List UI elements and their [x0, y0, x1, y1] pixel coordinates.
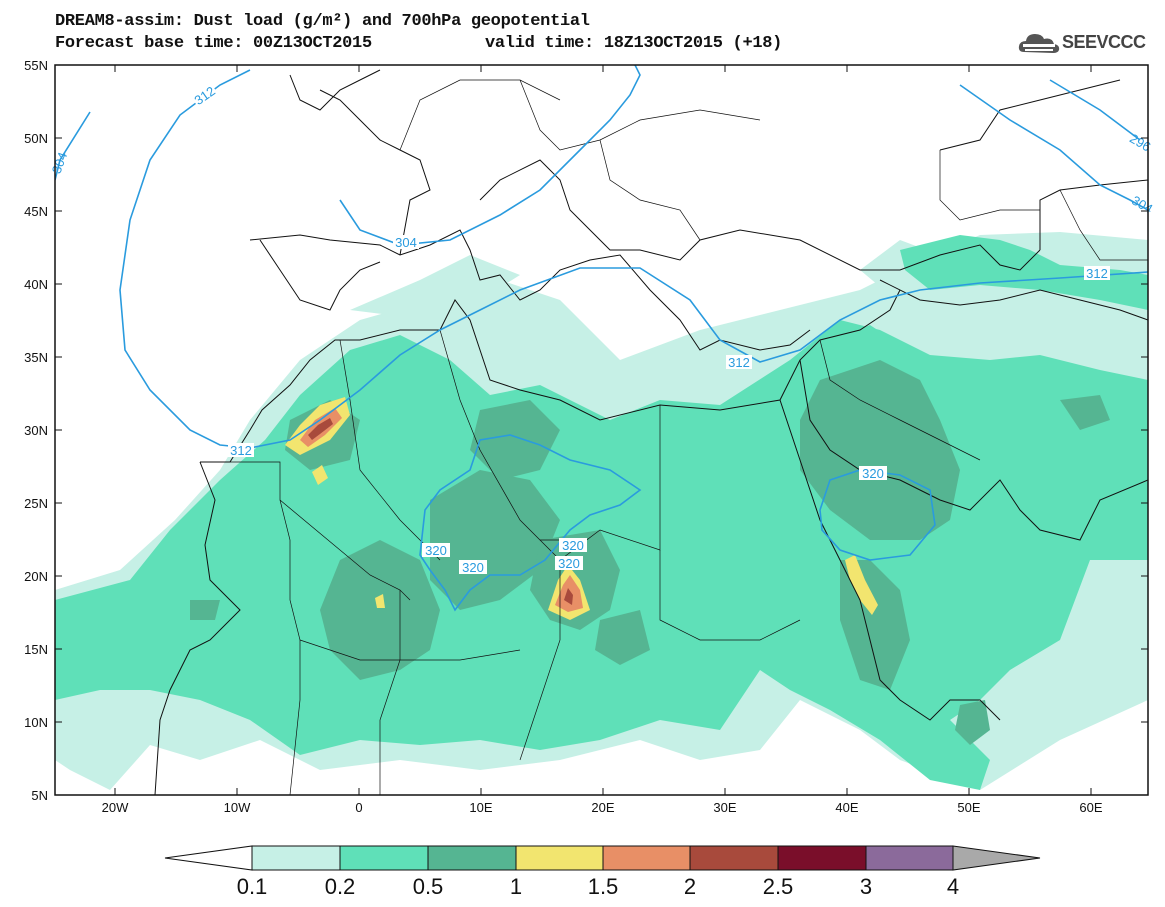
colorbar-bin: [602, 845, 691, 871]
lon-label: 40E: [835, 800, 858, 815]
contour-label: 312: [728, 355, 750, 370]
colorbar-label: 4: [947, 874, 959, 899]
contour-296-east: [1049, 79, 1141, 141]
colorbar-arrow-low: [164, 845, 253, 871]
lon-label: 10E: [469, 800, 492, 815]
seevccc-logo: SEEVCCC: [1018, 28, 1158, 58]
contour-label: 304: [1129, 193, 1155, 217]
lat-label: 30N: [24, 423, 48, 438]
coastlines: [154, 69, 1148, 795]
logo-text: SEEVCCC: [1062, 32, 1146, 52]
colorbar-label: 0.2: [325, 874, 356, 899]
contour-304-east: [959, 84, 1148, 211]
colorbar-bin: [339, 845, 429, 871]
geopotential-contours: [55, 65, 1148, 612]
lon-label: 60E: [1079, 800, 1102, 815]
map-title: DREAM8-assim: Dust load (g/m²) and 700hP…: [55, 12, 590, 31]
colorbar-bin: [689, 845, 779, 871]
contour-304-europe: [339, 65, 641, 246]
lon-label: 0: [355, 800, 362, 815]
contour-label: 304: [49, 150, 71, 176]
lon-label: 20W: [102, 800, 129, 815]
forecast-base-time: Forecast base time: 00Z13OCT2015: [55, 34, 372, 53]
lon-label: 20E: [591, 800, 614, 815]
lat-label: 15N: [24, 642, 48, 657]
lon-label: 30E: [713, 800, 736, 815]
axis-ticks: [55, 64, 1148, 796]
contour-label: 312: [230, 443, 252, 458]
lat-label: 10N: [24, 715, 48, 730]
contour-label: 320: [862, 466, 884, 481]
lat-label: 55N: [24, 58, 48, 73]
lat-label: 40N: [24, 277, 48, 292]
colorbar-label: 1: [510, 874, 522, 899]
contour-label: 304: [395, 235, 417, 250]
colorbar-bin: [251, 845, 341, 871]
contour-312-main: [119, 69, 1148, 449]
cloud-icon: [1018, 34, 1060, 53]
contour-labels: 312 304 312 312 312 320 320 320 320 320 …: [49, 82, 1155, 575]
lat-label: 50N: [24, 131, 48, 146]
colorbar-bin: [777, 845, 867, 871]
contour-label: 320: [558, 556, 580, 571]
colorbar-bin: [515, 845, 604, 871]
contour-label: 312: [1086, 266, 1108, 281]
colorbar-arrow-high: [952, 845, 1041, 871]
contour-label: 320: [562, 538, 584, 553]
longitude-labels: 20W 10W 0 10E 20E 30E 40E 50E 60E: [102, 800, 1103, 815]
colorbar-label: 1.5: [588, 874, 619, 899]
lat-label: 20N: [24, 569, 48, 584]
colorbar: 0.1 0.2 0.5 1 1.5 2 2.5 3 4: [164, 845, 1041, 899]
lat-label: 35N: [24, 350, 48, 365]
colorbar-label: 2: [684, 874, 696, 899]
lat-label: 5N: [31, 788, 48, 803]
lat-label: 25N: [24, 496, 48, 511]
colorbar-label: 2.5: [763, 874, 794, 899]
colorbar-label: 3: [860, 874, 872, 899]
latitude-labels: 55N 50N 45N 40N 35N 30N 25N 20N 15N 10N …: [24, 58, 48, 803]
contour-320-arabia: [819, 469, 936, 561]
contour-304-west: [55, 111, 91, 181]
lon-label: 50E: [957, 800, 980, 815]
dust-level-2: [308, 418, 573, 605]
contour-320-sahara: [419, 434, 642, 612]
contour-label: 320: [462, 560, 484, 575]
colorbar-bin: [427, 845, 517, 871]
colorbar-bin: [865, 845, 954, 871]
colorbar-label: 0.1: [237, 874, 268, 899]
colorbar-label: 0.5: [413, 874, 444, 899]
contour-label: 320: [425, 543, 447, 558]
valid-time: valid time: 18Z13OCT2015 (+18): [485, 34, 783, 53]
lat-label: 45N: [24, 204, 48, 219]
lon-label: 10W: [224, 800, 251, 815]
country-borders: [200, 79, 1148, 795]
